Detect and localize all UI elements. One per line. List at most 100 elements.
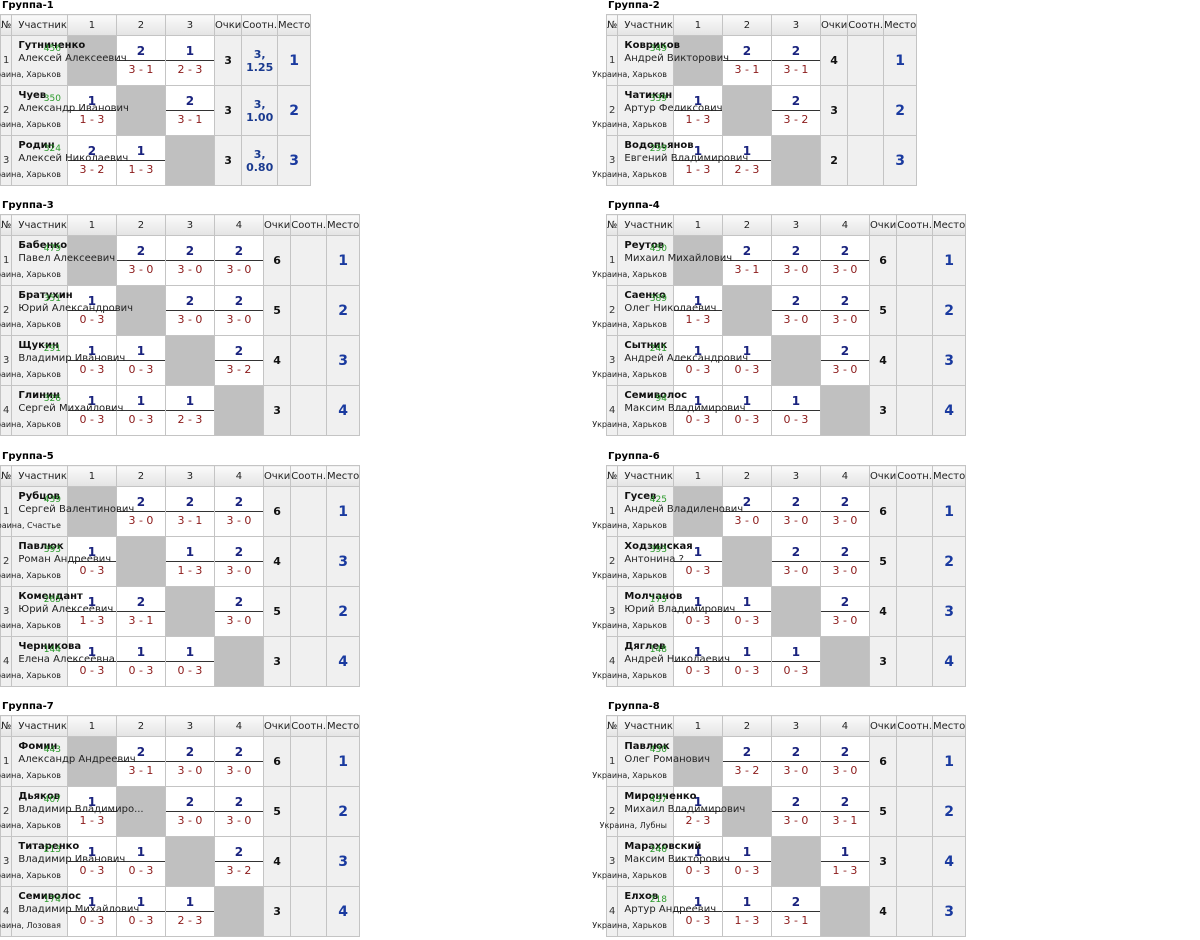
- match-result-cell[interactable]: 2 3 - 0: [819, 486, 870, 537]
- match-result-cell[interactable]: 2 3 - 0: [213, 736, 264, 787]
- player-cell[interactable]: Саенко Олег Николаевич 389 Украина, Харьков: [592, 285, 716, 336]
- match-result-cell[interactable]: 1 1 - 3: [115, 135, 166, 186]
- player-cell[interactable]: Реутов Михаил Михайлович 450 Украина, Харьк…: [592, 235, 732, 286]
- match-result-cell[interactable]: 1 0 - 3: [672, 886, 723, 937]
- match-result-cell[interactable]: 1 2 - 3: [164, 35, 215, 86]
- match-result-cell[interactable]: 2 3 - 2: [770, 85, 821, 136]
- match-result-cell[interactable]: 1 2 - 3: [164, 886, 215, 937]
- match-result-cell[interactable]: 1 0 - 3: [721, 335, 772, 386]
- match-result-cell[interactable]: 1 0 - 3: [672, 586, 723, 637]
- match-result-cell[interactable]: 2 3 - 0: [164, 736, 215, 787]
- match-result-cell[interactable]: 1 1 - 3: [66, 786, 117, 837]
- match-result-cell[interactable]: 1 0 - 3: [66, 285, 117, 336]
- match-result-cell[interactable]: 2 3 - 0: [115, 235, 166, 286]
- match-result-cell[interactable]: 1 1 - 3: [164, 536, 215, 587]
- match-result-cell[interactable]: 1 2 - 3: [672, 786, 723, 837]
- match-result-cell[interactable]: 1 0 - 3: [672, 636, 723, 687]
- player-cell[interactable]: Водопьянов Евгений Владимирович 299 Украина…: [592, 135, 748, 186]
- match-result-cell[interactable]: 2 3 - 1: [721, 35, 772, 86]
- player-cell[interactable]: Павлюк Олег Романович 430 Украина, Харьков: [592, 736, 710, 787]
- player-cell[interactable]: Ходзинская Антонина ? 393 Украина, Харьков: [592, 536, 693, 587]
- match-result-cell[interactable]: 1 0 - 3: [115, 636, 166, 687]
- match-result-cell[interactable]: 2 3 - 1: [115, 736, 166, 787]
- match-result-cell[interactable]: 1 0 - 3: [721, 385, 772, 436]
- match-result-cell[interactable]: 1 2 - 3: [164, 385, 215, 436]
- match-result-cell[interactable]: 2 3 - 0: [770, 536, 821, 587]
- player-cell[interactable]: Гусев Андрей Владиленович 425 Украина, Харь…: [592, 486, 743, 537]
- match-result-cell[interactable]: 2 3 - 0: [115, 486, 166, 537]
- match-result-cell[interactable]: 1 1 - 3: [672, 85, 723, 136]
- match-result-cell[interactable]: 2 3 - 1: [770, 35, 821, 86]
- match-result-cell[interactable]: 1 1 - 3: [672, 135, 723, 186]
- match-result-cell[interactable]: 1 1 - 3: [721, 886, 772, 937]
- match-result-cell[interactable]: 2 3 - 0: [213, 536, 264, 587]
- match-result-cell[interactable]: 2 3 - 0: [819, 235, 870, 286]
- match-result-cell[interactable]: 2 3 - 0: [164, 285, 215, 336]
- match-result-cell[interactable]: 2 3 - 1: [770, 886, 821, 937]
- match-result-cell[interactable]: 1 1 - 3: [819, 836, 870, 887]
- match-result-cell[interactable]: 1 0 - 3: [66, 886, 117, 937]
- match-result-cell[interactable]: 2 3 - 0: [213, 285, 264, 336]
- match-result-cell[interactable]: 1 0 - 3: [672, 335, 723, 386]
- match-result-cell[interactable]: 2 3 - 0: [819, 736, 870, 787]
- match-result-cell[interactable]: 2 3 - 0: [213, 486, 264, 537]
- match-result-cell[interactable]: 2 3 - 0: [770, 736, 821, 787]
- match-result-cell[interactable]: 1 0 - 3: [672, 536, 723, 587]
- match-result-cell[interactable]: 1 0 - 3: [770, 636, 821, 687]
- player-cell[interactable]: Елхов Артур Андреевич 218 Украина, Харьков: [592, 886, 716, 937]
- match-result-cell[interactable]: 2 3 - 0: [770, 786, 821, 837]
- match-result-cell[interactable]: 2 3 - 0: [213, 586, 264, 637]
- match-result-cell[interactable]: 2 3 - 0: [819, 335, 870, 386]
- match-result-cell[interactable]: 1 0 - 3: [115, 385, 166, 436]
- match-result-cell[interactable]: 2 3 - 1: [115, 586, 166, 637]
- player-cell[interactable]: Дьяков Владимир Владимиро...407 Украина, Х…: [0, 786, 144, 837]
- player-cell[interactable]: Ковриков Андрей Викторович 349 Украина, Хар…: [592, 35, 729, 86]
- match-result-cell[interactable]: 2 3 - 0: [770, 285, 821, 336]
- match-result-cell[interactable]: 2 3 - 2: [213, 836, 264, 887]
- match-result-cell[interactable]: 1 0 - 3: [66, 836, 117, 887]
- match-result-cell[interactable]: 2 3 - 2: [721, 736, 772, 787]
- match-result-cell[interactable]: 2 3 - 0: [770, 235, 821, 286]
- match-result-cell[interactable]: 1 1 - 3: [66, 85, 117, 136]
- match-result-cell[interactable]: 2 3 - 0: [164, 786, 215, 837]
- player-cell[interactable]: Дяглев Андрей Николаевич 148 Украина, Харьк…: [592, 636, 730, 687]
- match-result-cell[interactable]: 2 3 - 1: [819, 786, 870, 837]
- match-result-cell[interactable]: 2 3 - 0: [721, 486, 772, 537]
- match-result-cell[interactable]: 2 3 - 1: [164, 486, 215, 537]
- match-result-cell[interactable]: 2 3 - 0: [770, 486, 821, 537]
- match-result-cell[interactable]: 2 3 - 0: [819, 586, 870, 637]
- player-cell[interactable]: Чатикян Артур Феликсович 339 Украина, Харьк…: [592, 85, 722, 136]
- player-cell[interactable]: Миронченко Михаил Владимирович 437 Украина,…: [600, 786, 745, 837]
- player-cell[interactable]: Сытник Андрей Александрович 241 Украина, Ха…: [592, 335, 748, 386]
- player-cell[interactable]: Мараховский Максим Викторович 246 Украина, …: [592, 836, 730, 887]
- match-result-cell[interactable]: 1 1 - 3: [672, 285, 723, 336]
- match-result-cell[interactable]: 1 0 - 3: [66, 385, 117, 436]
- match-result-cell[interactable]: 1 2 - 3: [721, 135, 772, 186]
- match-result-cell[interactable]: 1 0 - 3: [66, 636, 117, 687]
- match-result-cell[interactable]: 1 0 - 3: [721, 836, 772, 887]
- match-result-cell[interactable]: 2 3 - 1: [115, 35, 166, 86]
- match-result-cell[interactable]: 2 3 - 0: [213, 786, 264, 837]
- match-result-cell[interactable]: 2 3 - 0: [164, 235, 215, 286]
- player-cell[interactable]: Молчанов Юрий Владимирович 175 Украина, Хар…: [592, 586, 735, 637]
- match-result-cell[interactable]: 1 0 - 3: [770, 385, 821, 436]
- match-result-cell[interactable]: 2 3 - 1: [721, 235, 772, 286]
- match-result-cell[interactable]: 1 0 - 3: [115, 335, 166, 386]
- match-result-cell[interactable]: 1 0 - 3: [66, 536, 117, 587]
- match-result-cell[interactable]: 1 0 - 3: [672, 385, 723, 436]
- match-result-cell[interactable]: 2 3 - 0: [819, 536, 870, 587]
- match-result-cell[interactable]: 1 0 - 3: [721, 636, 772, 687]
